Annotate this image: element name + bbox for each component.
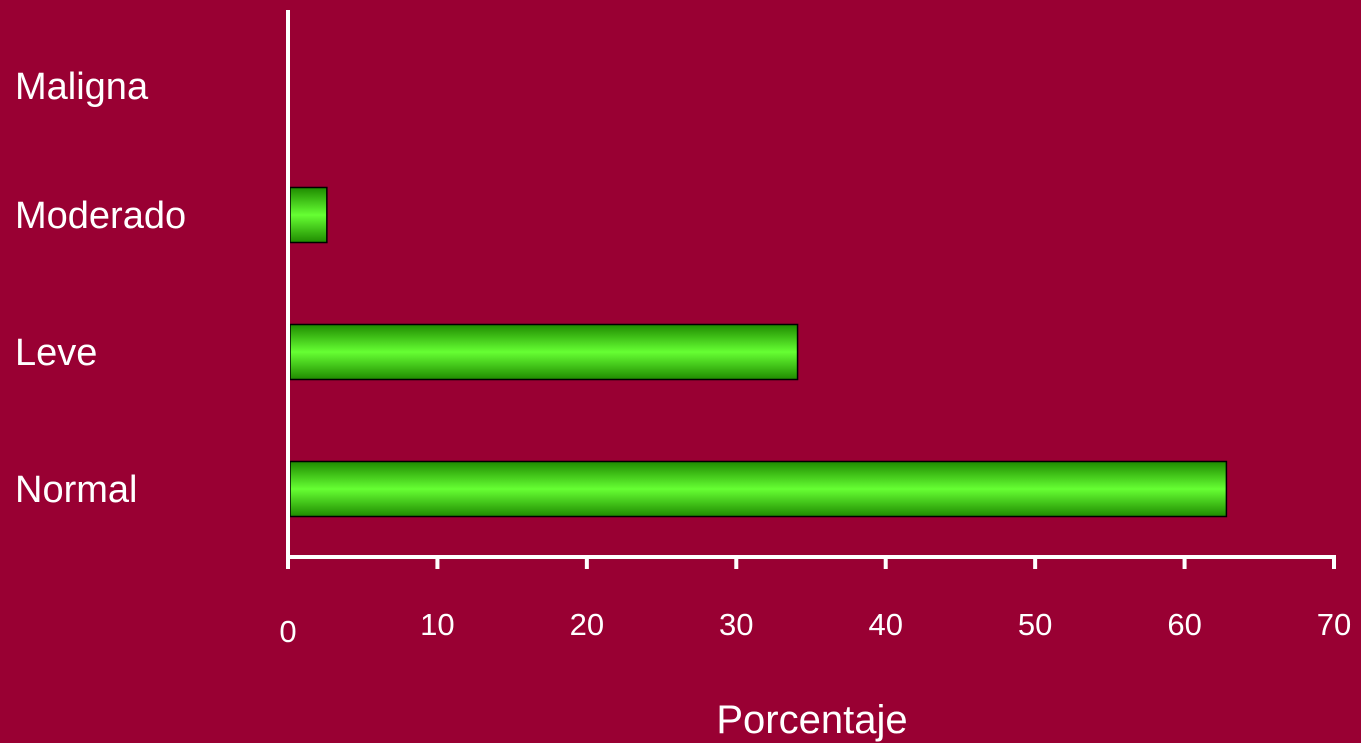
bar-normal [289, 460, 1228, 518]
x-tick-label-70: 70 [1317, 607, 1351, 642]
category-label-moderado: Moderado [15, 195, 186, 237]
x-ticks-layer: 0 10 20 30 40 50 60 70 [279, 557, 1351, 649]
bars-layer [289, 186, 1228, 518]
category-label-normal: Normal [15, 469, 137, 511]
x-tick-label-30: 30 [719, 607, 753, 642]
category-label-leve: Leve [15, 332, 97, 374]
x-tick-label-60: 60 [1167, 607, 1201, 642]
x-tick-label-40: 40 [868, 607, 902, 642]
bar-moderado [289, 186, 328, 244]
x-tick-label-10: 10 [420, 607, 454, 642]
x-tick-label-0: 0 [279, 614, 296, 649]
category-label-maligna: Maligna [15, 66, 149, 108]
x-axis-title: Porcentaje [716, 698, 907, 742]
category-labels-layer: Maligna Moderado Leve Normal [15, 66, 186, 511]
x-tick-label-20: 20 [570, 607, 604, 642]
bar-leve [289, 323, 799, 381]
axes-layer [286, 10, 1336, 559]
x-tick-label-50: 50 [1018, 607, 1052, 642]
